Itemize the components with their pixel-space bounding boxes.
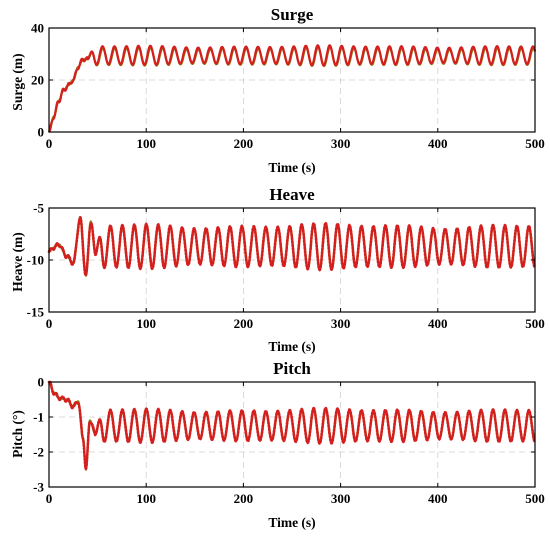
surge-ylabel: Surge (m) xyxy=(10,53,25,110)
heave-xtick-label: 100 xyxy=(136,316,156,331)
surge-xtick-label: 400 xyxy=(428,136,448,151)
pitch-ytick-label: -3 xyxy=(33,480,44,495)
pitch-panel: Pitch Pitch (°) Time (s) 0 100 200 300 400 50… xyxy=(10,359,545,530)
heave-ytick-label: -15 xyxy=(27,305,45,320)
heave-xtick-label: 200 xyxy=(234,316,254,331)
surge-xtick-label: 300 xyxy=(331,136,351,151)
pitch-ylabel: Pitch (°) xyxy=(10,410,25,458)
surge-xtick-label: 500 xyxy=(525,136,545,151)
surge-ytick-label: 0 xyxy=(38,125,45,140)
surge-title: Surge xyxy=(271,5,314,24)
surge-panel: Surge Surge (m) Time (s) 0 100 200 300 400 50… xyxy=(10,5,545,175)
pitch-xlabel: Time (s) xyxy=(268,515,315,530)
pitch-ytick-label: -1 xyxy=(33,410,44,425)
surge-ytick-label: 40 xyxy=(31,21,44,36)
pitch-xtick-label: 400 xyxy=(428,491,448,506)
surge-series-line-2 xyxy=(47,44,537,133)
pitch-ytick-label: 0 xyxy=(38,375,45,390)
pitch-title: Pitch xyxy=(273,359,311,378)
pitch-ytick-label: -2 xyxy=(33,445,44,460)
heave-title: Heave xyxy=(269,185,315,204)
pitch-xtick-label: 0 xyxy=(46,491,53,506)
heave-xtick-label: 400 xyxy=(428,316,448,331)
pitch-xtick-label: 300 xyxy=(331,491,351,506)
heave-xtick-label: 0 xyxy=(46,316,53,331)
pitch-series-line-2 xyxy=(47,380,537,471)
pitch-xtick-label: 200 xyxy=(234,491,254,506)
pitch-xtick-label: 500 xyxy=(525,491,545,506)
pitch-xtick-label: 100 xyxy=(136,491,156,506)
surge-xlabel: Time (s) xyxy=(268,160,315,175)
surge-ytick-label: 20 xyxy=(31,73,44,88)
surge-xtick-label: 200 xyxy=(234,136,254,151)
heave-ylabel: Heave (m) xyxy=(10,232,25,292)
surge-xtick-label: 100 xyxy=(136,136,156,151)
heave-ytick-label: -5 xyxy=(33,201,44,216)
heave-xlabel: Time (s) xyxy=(268,339,315,354)
heave-xtick-label: 300 xyxy=(331,316,351,331)
surge-xtick-label: 0 xyxy=(46,136,53,151)
heave-xtick-label: 500 xyxy=(525,316,545,331)
heave-series-line-2 xyxy=(47,216,537,277)
heave-panel: Heave Heave (m) Time (s) 0 100 200 300 400 50… xyxy=(10,185,545,354)
pitch-axes-frame xyxy=(48,381,536,488)
heave-ytick-label: -10 xyxy=(27,253,44,268)
